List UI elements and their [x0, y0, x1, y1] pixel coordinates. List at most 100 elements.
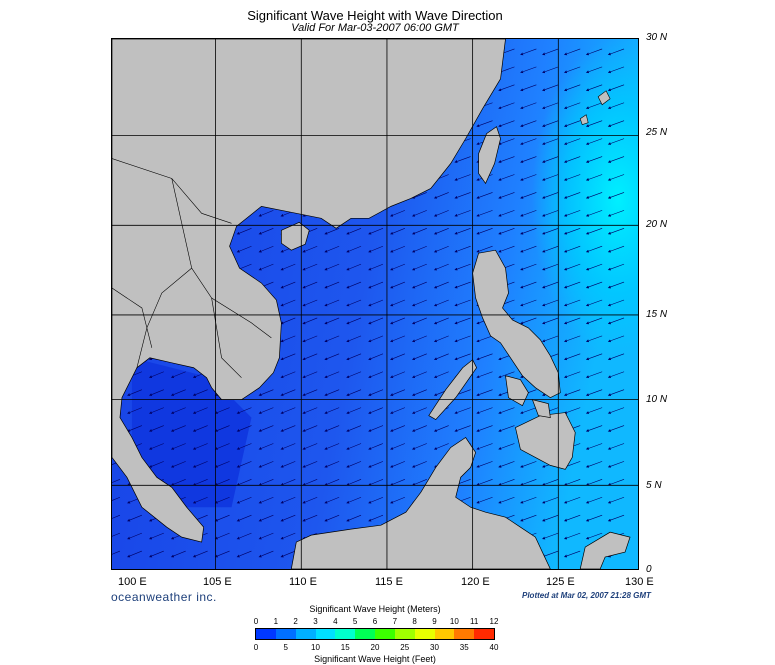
wave-direction-arrow: [476, 192, 493, 199]
wave-direction-arrow: [411, 461, 427, 468]
wave-direction-arrow: [585, 174, 603, 181]
wave-direction-arrow: [192, 425, 208, 432]
wave-direction-arrow: [498, 174, 515, 181]
wave-direction-arrow: [302, 245, 318, 253]
wave-direction-arrow: [498, 479, 515, 486]
wave-direction-arrow: [476, 371, 493, 379]
wave-direction-arrow: [585, 263, 603, 271]
wave-direction-arrow: [520, 84, 537, 92]
wave-direction-arrow: [542, 192, 559, 199]
wave-direction-arrow: [585, 66, 603, 74]
wave-direction-arrow: [498, 228, 515, 235]
meters-tick-label: 11: [470, 617, 479, 626]
lat-label: 15 N: [646, 309, 668, 320]
land-palawan: [428, 359, 478, 421]
wave-direction-arrow: [607, 138, 625, 145]
wave-direction-arrow: [346, 335, 362, 343]
wave-direction-arrow: [302, 514, 318, 522]
wave-direction-arrow: [607, 156, 625, 163]
wave-direction-arrow: [148, 407, 164, 414]
wave-direction-arrow: [433, 263, 449, 271]
wave-direction-arrow: [258, 210, 274, 217]
wave-direction-arrow: [607, 407, 625, 414]
wave-direction-arrow: [280, 335, 296, 343]
wave-direction-arrow: [585, 102, 603, 110]
wave-direction-arrow: [520, 281, 537, 289]
wave-direction-arrow: [563, 514, 581, 522]
wave-direction-arrow: [542, 479, 559, 486]
wave-direction-arrow: [302, 353, 318, 361]
wave-direction-arrow: [148, 389, 164, 396]
wave-direction-arrow: [324, 371, 340, 379]
wave-direction-arrow: [542, 335, 559, 343]
oceanweather-logo-text: oceanweather inc.: [111, 590, 217, 604]
wave-direction-arrow: [280, 263, 296, 271]
wave-direction-arrow: [607, 353, 625, 361]
wave-direction-arrow: [454, 317, 471, 325]
colorbar-segment: [355, 629, 376, 639]
wave-direction-arrow: [236, 479, 252, 486]
wave-direction-arrow: [324, 245, 340, 253]
wave-direction-arrow: [324, 335, 340, 343]
wave-direction-arrow: [148, 443, 164, 450]
wave-direction-arrow: [476, 479, 493, 486]
wave-direction-arrow: [498, 210, 515, 217]
wave-direction-arrow: [236, 443, 252, 450]
wave-direction-arrow: [607, 299, 625, 307]
wave-direction-arrow: [280, 425, 296, 432]
wave-direction-arrow: [542, 138, 559, 145]
wave-direction-arrow: [192, 496, 208, 504]
wave-direction-arrow: [585, 156, 603, 163]
wave-direction-arrow: [433, 192, 449, 199]
wave-direction-arrow: [324, 263, 340, 271]
wave-direction-arrow: [214, 550, 230, 558]
wave-direction-arrow: [390, 335, 405, 343]
wave-direction-arrow: [476, 425, 493, 432]
wave-direction-arrow: [520, 299, 537, 307]
wave-direction-arrow: [585, 389, 603, 396]
wave-direction-arrow: [346, 425, 362, 432]
wave-direction-arrow: [324, 425, 340, 432]
lat-label: 10 N: [646, 394, 668, 405]
wave-direction-arrow: [346, 479, 362, 486]
meters-tick-label: 4: [333, 617, 338, 626]
wave-direction-arrow: [112, 479, 121, 483]
wave-direction-arrow: [346, 299, 362, 307]
feet-tick-label: 10: [311, 643, 320, 652]
wave-direction-arrow: [454, 192, 471, 199]
wave-direction-arrow: [520, 174, 537, 181]
wave-direction-arrow: [411, 210, 427, 217]
feet-tick-label: 20: [370, 643, 380, 652]
wave-direction-arrow: [280, 514, 296, 522]
wave-direction-arrow: [542, 299, 559, 307]
wave-direction-arrow: [411, 245, 427, 253]
wave-direction-arrow: [433, 335, 449, 343]
lat-lon-grid: [112, 39, 638, 569]
wave-direction-arrow: [390, 479, 405, 486]
meters-tick-label: 10: [449, 617, 459, 626]
land-sulawesi: [579, 531, 631, 569]
lon-label: 110 E: [289, 576, 317, 588]
wave-direction-arrow: [280, 281, 296, 289]
wave-direction-arrow: [302, 281, 318, 289]
wave-direction-arrow: [368, 443, 384, 450]
wave-direction-arrow: [127, 407, 142, 414]
wave-direction-arrow: [148, 425, 164, 432]
wave-direction-arrow: [520, 228, 537, 235]
wave-direction-arrow: [236, 245, 252, 253]
land-mindanao: [515, 412, 576, 470]
wave-direction-arrow: [368, 245, 384, 253]
wave-direction-arrow: [390, 353, 405, 361]
lon-label: 115 E: [375, 576, 403, 588]
wave-direction-arrow: [585, 425, 603, 432]
wave-direction-arrow: [258, 263, 274, 271]
wave-direction-arrow: [454, 245, 471, 253]
wave-direction-arrow: [346, 317, 362, 325]
wave-direction-arrow: [280, 479, 296, 486]
wave-direction-arrow: [302, 317, 318, 325]
wave-direction-arrow: [112, 550, 121, 555]
wave-direction-arrow: [542, 514, 559, 522]
wave-direction-arrow: [433, 353, 449, 361]
wave-direction-arrow: [498, 371, 515, 379]
wave-direction-arrow: [302, 461, 318, 468]
